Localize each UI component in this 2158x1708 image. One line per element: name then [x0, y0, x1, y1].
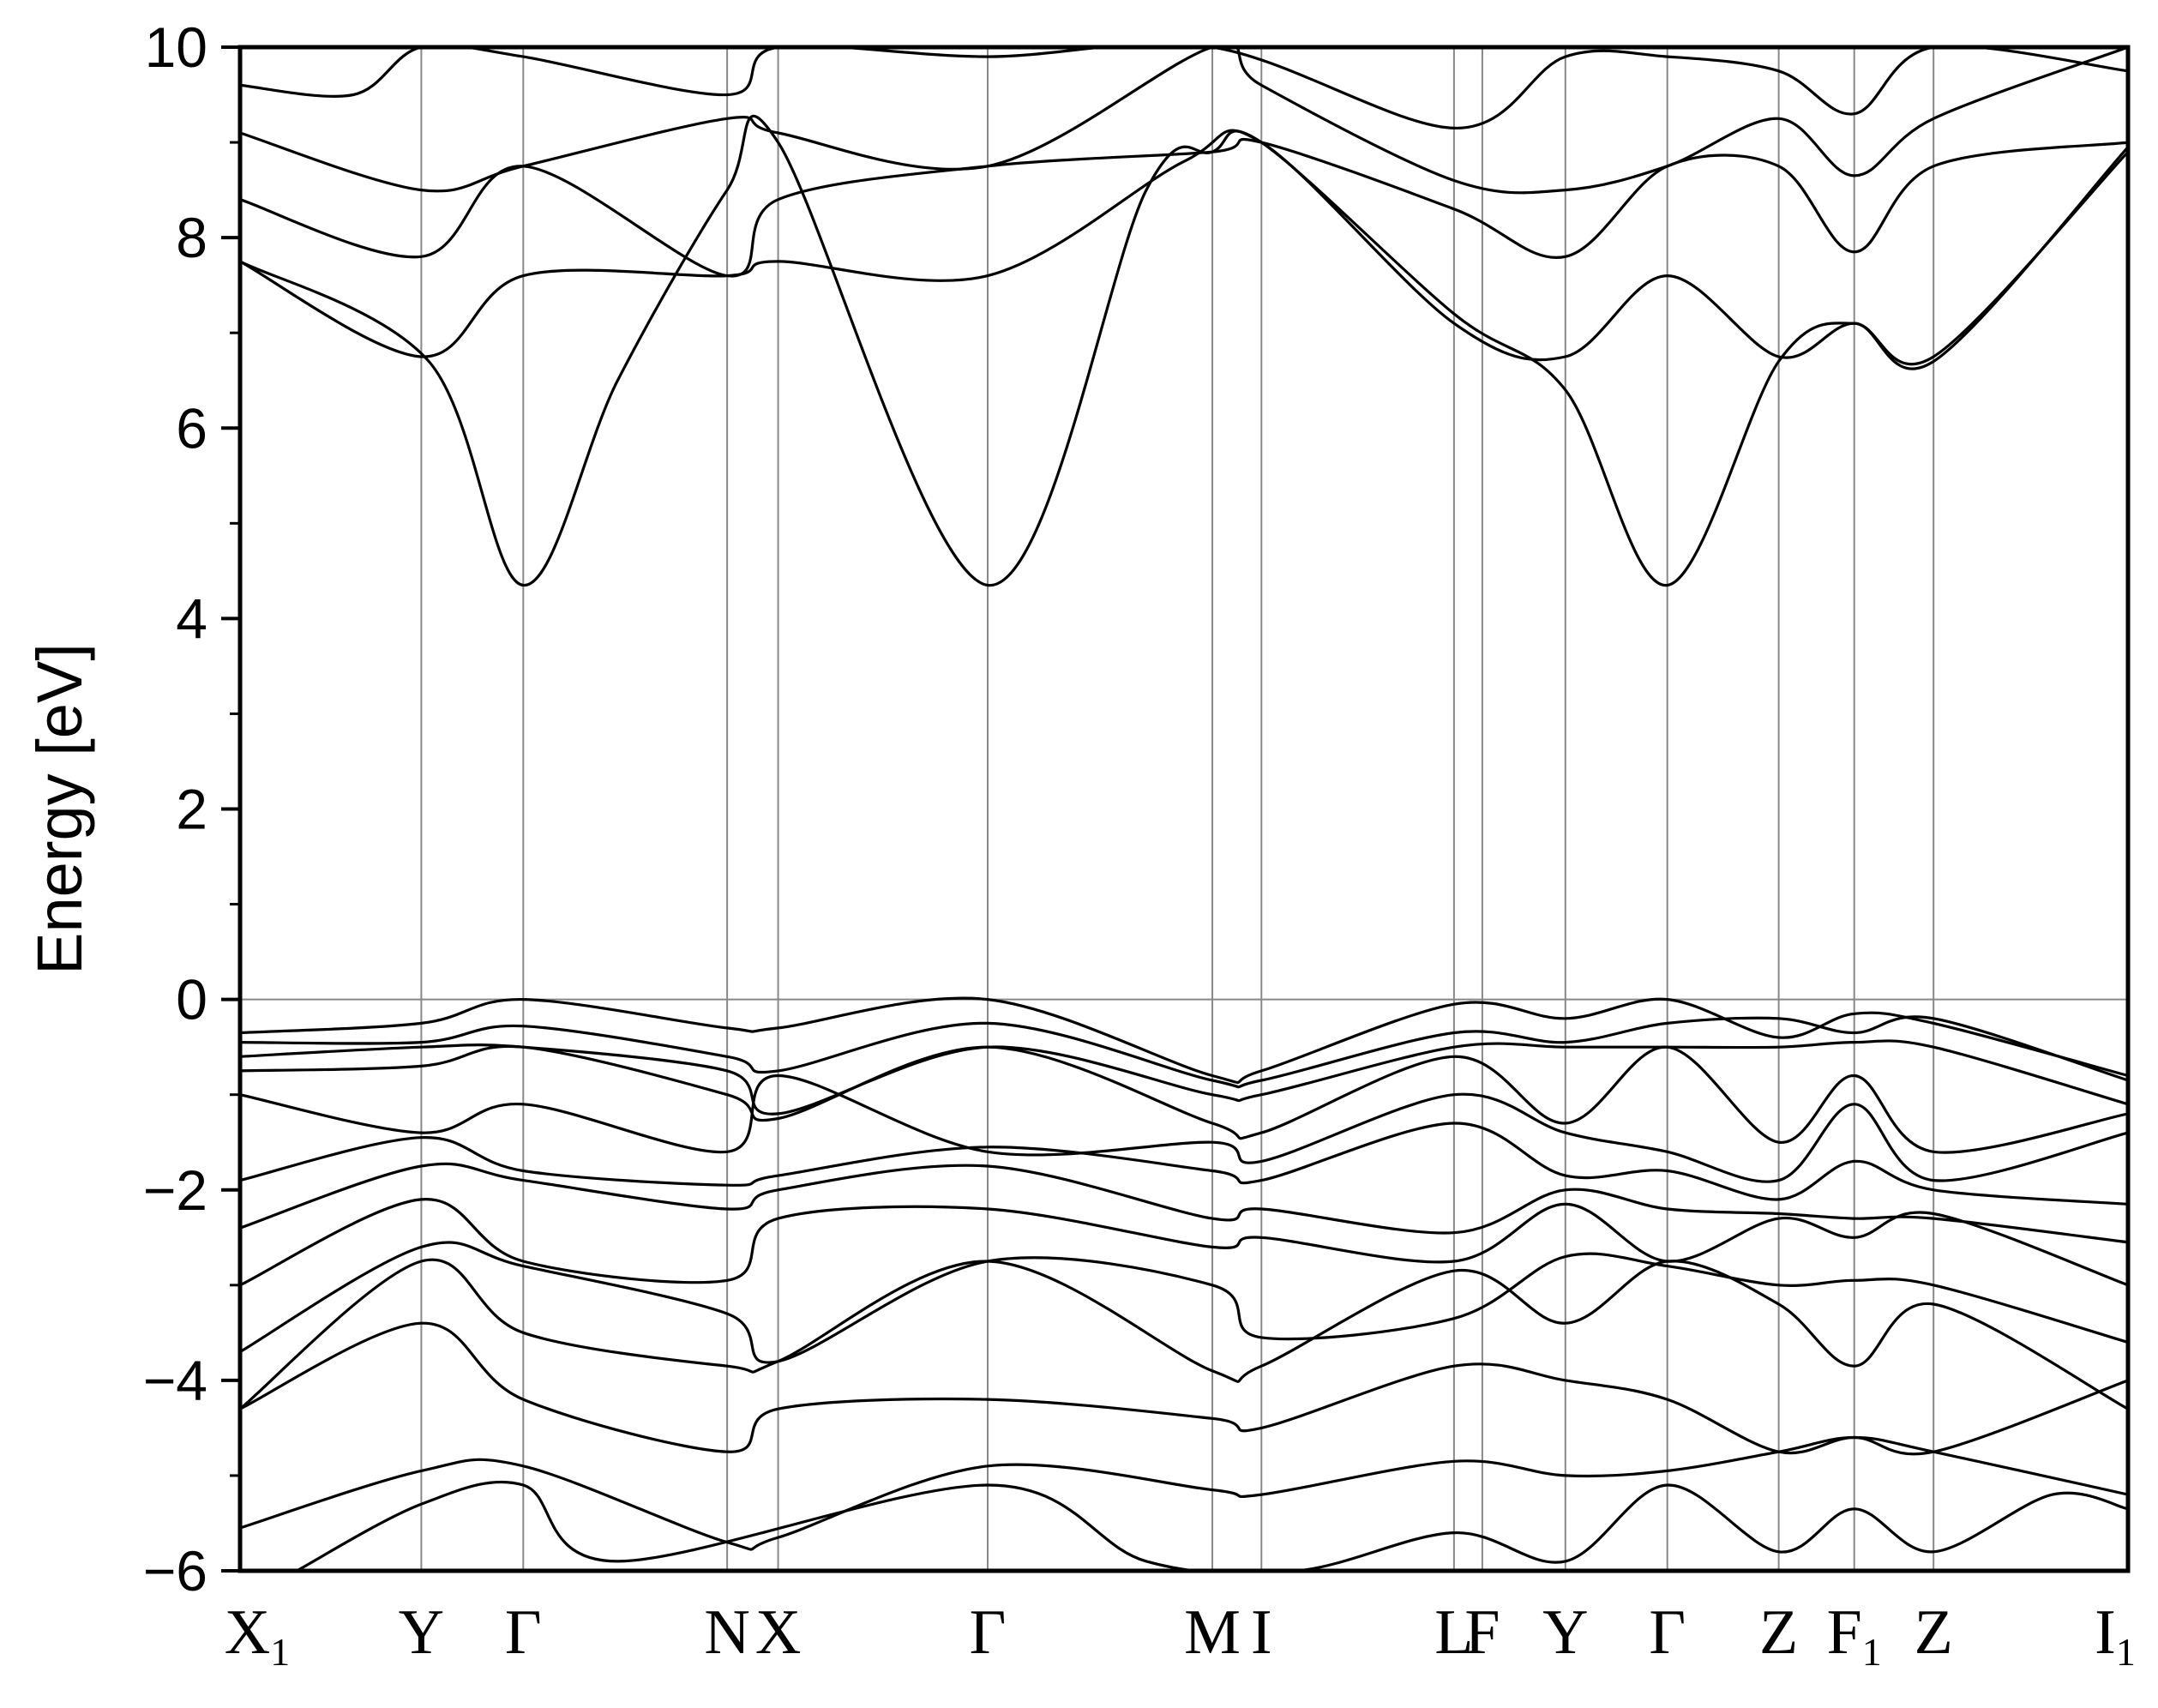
- kpoint-label-9: F: [1464, 1597, 1500, 1668]
- band-line-8: [240, 1044, 2128, 1154]
- band-line-15: [240, 1321, 2128, 1456]
- y-tick-label: 0: [176, 968, 207, 1031]
- band-line-2: [240, 137, 2128, 278]
- kpoint-label-6: M: [1184, 1597, 1241, 1668]
- kpoint-label-14: Z: [1915, 1597, 1953, 1668]
- band-line-1: [240, 129, 2128, 366]
- high-symmetry-lines: [420, 47, 1935, 1571]
- y-axis-label: Energy [eV]: [24, 643, 95, 975]
- band-line-16: [240, 1435, 2128, 1551]
- kpoint-label-11: Γ: [1649, 1597, 1686, 1668]
- kpoint-label-3: N: [704, 1597, 749, 1668]
- y-tick-label: −6: [143, 1539, 207, 1603]
- kpoint-label-1: Y: [399, 1597, 444, 1668]
- band-line-4: [240, 47, 2128, 130]
- kpoint-label-12: Z: [1759, 1597, 1798, 1668]
- kpoint-label-0: X1: [225, 1597, 290, 1674]
- y-tick-label: −2: [143, 1158, 207, 1222]
- y-tick-label: 10: [145, 15, 207, 79]
- band-line-3: [240, 47, 2128, 195]
- kpoint-label-13: F1: [1827, 1597, 1882, 1674]
- band-lines: [240, 47, 2128, 1571]
- x-axis-kpoint-labels: X1 Y Γ N X Γ M I LF Y Γ Z F1 Z I1: [225, 1597, 2136, 1674]
- band-line-0: [240, 114, 2128, 587]
- y-axis-ticks: 10 8 6 4 2 0 −2 −4 −6: [143, 15, 240, 1603]
- kpoint-label-7: I: [1251, 1597, 1272, 1668]
- y-tick-label: 8: [176, 206, 207, 269]
- kpoint-label-8: L: [1434, 1597, 1473, 1668]
- band-line-11: [240, 1162, 2128, 1244]
- band-line-7: [240, 1039, 2128, 1116]
- band-line-13: [240, 1241, 2128, 1364]
- y-tick-label: 2: [176, 778, 207, 841]
- band-line-6: [240, 1015, 2128, 1089]
- kpoint-label-10: Y: [1542, 1597, 1588, 1668]
- y-tick-label: 4: [176, 586, 207, 650]
- band-line-10: [240, 1122, 2128, 1206]
- band-line-9: [240, 1074, 2128, 1183]
- kpoint-label-15: I1: [2095, 1597, 2136, 1674]
- y-tick-label: 6: [176, 396, 207, 460]
- kpoint-label-2: Γ: [505, 1597, 542, 1668]
- band-line-14: [240, 1258, 2128, 1410]
- kpoint-label-4: X: [755, 1597, 801, 1668]
- band-line-17: [296, 1480, 2128, 1571]
- band-line-12: [240, 1198, 2128, 1287]
- y-tick-label: −4: [143, 1349, 207, 1412]
- kpoint-label-5: Γ: [970, 1597, 1007, 1668]
